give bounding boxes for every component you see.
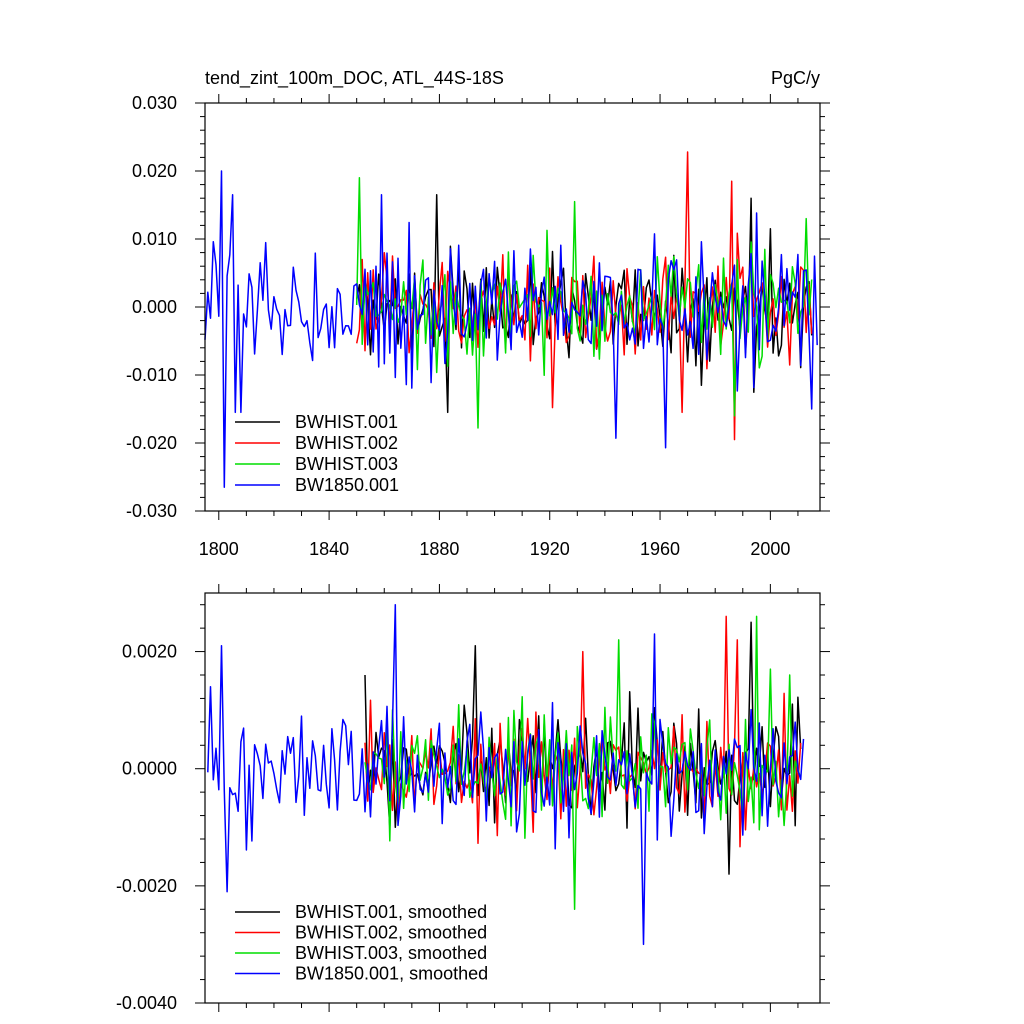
y-tick-label: -0.0020: [116, 876, 177, 896]
legend-label-3: BW1850.001, smoothed: [295, 964, 488, 984]
legend-label-2: BWHIST.003, smoothed: [295, 943, 487, 963]
x-tick-label: 1880: [419, 539, 459, 559]
series-line-1: [364, 615, 802, 848]
x-tick-label: 1840: [309, 539, 349, 559]
y-tick-label: 0.030: [132, 93, 177, 113]
y-tick-label: 0.0000: [122, 759, 177, 779]
legend-label-1: BWHIST.002: [295, 433, 398, 453]
y-tick-label: -0.030: [126, 501, 177, 521]
series-line-2: [364, 615, 802, 911]
bottom-panel: -0.0040 -0.0020 0.0000 0.0020 BWHIST.001, s…: [116, 584, 830, 1013]
legend-label-1: BWHIST.002, smoothed: [295, 923, 487, 943]
legend-label-0: BWHIST.001, smoothed: [295, 902, 487, 922]
x-tick-label: 2000: [750, 539, 790, 559]
y-tick-label: 0.020: [132, 161, 177, 181]
top-panel-ticks: 1800 1840 1880 1920 1960 2000 -0.030 -0.020 -0.0…: [126, 93, 830, 559]
top-panel-title: tend_zint_100m_DOC, ATL_44S-18S: [205, 68, 504, 89]
y-tick-label: -0.010: [126, 365, 177, 385]
y-tick-label: 0.000: [132, 297, 177, 317]
top-panel: tend_zint_100m_DOC, ATL_44S-18S PgC/y 18…: [126, 68, 830, 559]
y-tick-label: 0.0020: [122, 642, 177, 662]
y-tick-label: 0.010: [132, 229, 177, 249]
top-panel-units: PgC/y: [771, 68, 820, 88]
legend-label-0: BWHIST.001: [295, 412, 398, 432]
series-line-0: [364, 621, 802, 875]
legend-label-2: BWHIST.003: [295, 454, 398, 474]
x-tick-label: 1920: [530, 539, 570, 559]
x-tick-label: 1960: [640, 539, 680, 559]
top-panel-lines: [204, 151, 818, 488]
y-tick-label: -0.020: [126, 433, 177, 453]
y-tick-label: -0.0040: [116, 993, 177, 1013]
series-line-3: [204, 170, 818, 488]
series-line-3: [207, 603, 805, 946]
x-tick-label: 1800: [199, 539, 239, 559]
bottom-panel-lines: [207, 603, 805, 946]
bottom-panel-frame: [204, 592, 821, 1004]
legend-label-3: BW1850.001: [295, 475, 399, 495]
bottom-panel-ticks: -0.0040 -0.0020 0.0000 0.0020: [116, 584, 830, 1013]
